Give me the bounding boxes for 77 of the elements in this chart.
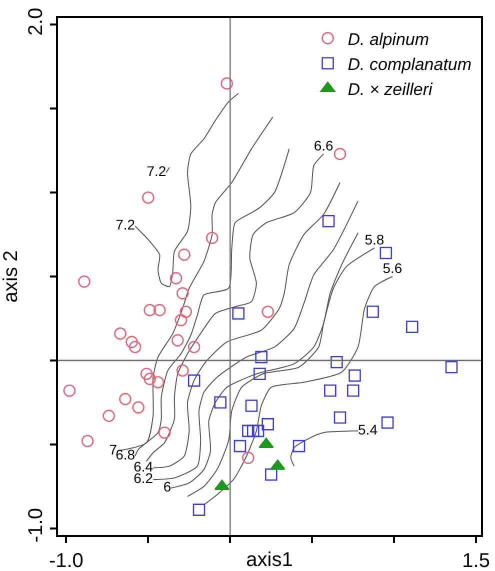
point (174, 314, 188, 326)
point (330, 356, 343, 368)
point (324, 384, 336, 397)
legend-label: D. alpinum (348, 30, 430, 49)
y-axis-title: axis 2 (0, 250, 22, 303)
point (63, 384, 76, 397)
point (214, 396, 226, 409)
point (348, 369, 361, 382)
point (366, 306, 379, 318)
point (262, 418, 274, 430)
point (81, 434, 94, 448)
legend-label: D. × zeilleri (348, 80, 434, 99)
point (158, 426, 171, 439)
line-series (152, 182, 340, 468)
point (334, 411, 346, 424)
series-label: 5.6 (382, 260, 402, 276)
point (102, 410, 115, 422)
point (170, 272, 182, 284)
point (264, 468, 278, 481)
series-label: 7 (109, 442, 118, 458)
point (255, 350, 268, 364)
series-label: 6.8 (116, 446, 136, 463)
point (152, 376, 164, 388)
point (234, 440, 246, 452)
point (242, 452, 254, 464)
series-label: 5.8 (364, 231, 384, 248)
point (114, 327, 126, 340)
point (380, 246, 392, 260)
point (172, 334, 184, 346)
point (246, 424, 260, 438)
point (220, 77, 234, 90)
point (192, 504, 206, 516)
y-tick-label: 2.0 (25, 8, 47, 36)
x-axis-title: axis1 (246, 549, 293, 571)
point (144, 304, 156, 316)
line-series (134, 93, 239, 288)
point (188, 374, 200, 387)
point (381, 416, 394, 429)
series-label: 6.4 (134, 458, 154, 474)
point (322, 214, 335, 228)
point (180, 306, 192, 318)
point (254, 368, 266, 380)
series-label: 6 (163, 478, 172, 494)
line-series (290, 430, 359, 467)
point (126, 336, 138, 348)
point (445, 360, 458, 374)
series-label: 5.4 (358, 421, 378, 438)
point (176, 287, 189, 300)
point (132, 401, 144, 414)
point (119, 392, 132, 406)
point (232, 307, 244, 320)
point (262, 306, 274, 318)
point (252, 424, 264, 438)
point (176, 364, 189, 377)
point (245, 400, 258, 412)
point (206, 232, 218, 244)
legend-label: D. complanatum (348, 54, 472, 74)
point (178, 248, 190, 261)
x-tick-label: 1.5 (462, 550, 490, 571)
point (144, 372, 156, 386)
line-series (146, 153, 324, 462)
series-label: 6.6 (314, 137, 334, 154)
point (346, 384, 360, 397)
point (154, 304, 166, 316)
point (188, 340, 200, 354)
point (258, 438, 274, 448)
series-label: 7.2 (116, 216, 136, 233)
point (292, 440, 306, 452)
point (78, 275, 90, 288)
point (142, 191, 154, 204)
point (242, 424, 254, 438)
point (406, 320, 418, 334)
point (128, 340, 142, 354)
point (140, 368, 153, 380)
line-series (152, 200, 359, 480)
point (334, 148, 346, 160)
series-label: 7.2 (146, 162, 166, 179)
